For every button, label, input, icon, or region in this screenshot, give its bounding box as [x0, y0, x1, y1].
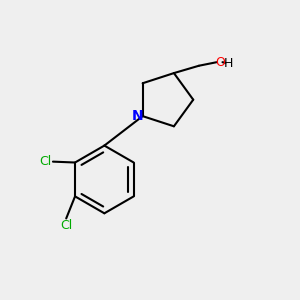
Text: Cl: Cl	[60, 219, 72, 232]
Text: Cl: Cl	[40, 155, 52, 168]
Text: N: N	[131, 109, 143, 122]
Text: O: O	[215, 56, 225, 69]
Text: H: H	[224, 57, 233, 70]
